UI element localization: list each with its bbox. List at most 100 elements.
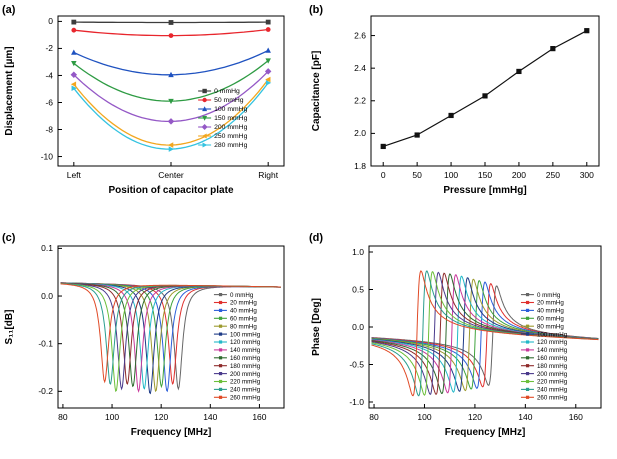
y-tick-label: 0.1 — [41, 243, 53, 253]
y-tick-label: 0.5 — [352, 284, 364, 294]
x-tick-label: 100 — [417, 412, 431, 422]
y-tick-label: -0.1 — [38, 338, 53, 348]
x-tick-label: 100 — [105, 412, 119, 422]
x-tick-label: 250 — [546, 170, 560, 180]
y-tick-label: -10 — [41, 151, 54, 161]
legend-entry-label: 220 mmHg — [230, 379, 261, 386]
legend-entry-label: 200 mmHg — [214, 124, 247, 131]
x-tick-label: 300 — [580, 170, 594, 180]
x-axis-label: Pressure [mmHg] — [443, 185, 526, 196]
legend-entry-label: 20 mmHg — [537, 300, 564, 307]
y-axis-label: Phase [Deg] — [311, 298, 322, 356]
x-axis-label: Frequency [MHz] — [445, 427, 526, 438]
legend-entry-label: 100 mmHg — [537, 331, 568, 338]
legend-entry-label: 0 mmHg — [230, 292, 254, 299]
legend-entry-label: 140 mmHg — [230, 347, 261, 354]
y-tick-label: -1.0 — [349, 397, 364, 407]
legend-entry-label: 160 mmHg — [537, 355, 568, 362]
legend-entry-label: 160 mmHg — [230, 355, 261, 362]
y-axis-label: Capacitance [pF] — [311, 51, 322, 132]
legend-entry-label: 240 mmHg — [230, 387, 261, 394]
panel-d: (d) 1.0 0.5 0.0 -0.5 -1.0 80 100 120 140 160 Freque… — [307, 228, 617, 459]
y-tick-label: 1.8 — [354, 161, 366, 171]
y-axis-label: Displacement [µm] — [4, 46, 15, 135]
series-capacitance — [383, 30, 588, 147]
legend-entry-label: 280 mmHg — [214, 142, 247, 149]
y-tick-label: 0.0 — [41, 291, 53, 301]
x-tick-label: Center — [158, 170, 184, 180]
legend-entry-label: 260 mmHg — [230, 395, 261, 402]
y-tick-label: 2.4 — [354, 63, 366, 73]
legend-entry-label: 0 mmHg — [537, 292, 561, 299]
legend-entry-label: 100 mmHg — [230, 331, 261, 338]
legend-entry-label: 180 mmHg — [230, 363, 261, 370]
y-tick-label: 1.0 — [352, 247, 364, 257]
capacitance-chart: (b) 1.8 2.0 2.2 2.4 2.6 0 50 100 150 200 250 300 Pres… — [309, 4, 600, 196]
x-axis-label: Frequency [MHz] — [131, 427, 212, 438]
x-tick-label: 160 — [569, 412, 583, 422]
legend-entry-label: 120 mmHg — [537, 339, 568, 346]
y-tick-label: -2 — [45, 43, 53, 53]
y-axis-label: S₁₁[dB] — [4, 310, 15, 345]
s11-chart: (c) 0.1 0.0 -0.1 -0.2 80 100 120 140 160 Frequency… — [2, 232, 285, 438]
panel-label: (b) — [309, 4, 323, 16]
plot-frame — [370, 15, 600, 167]
legend-entry-label: 180 mmHg — [537, 363, 568, 370]
x-tick-label: 200 — [512, 170, 526, 180]
displacement-chart: (a) 0 -2 -4 -6 -8 -10 Left Center Right Position o… — [2, 4, 285, 196]
legend: 0 mmHg 50 mmHg 100 mmHg 150 mmHg 200 mmHg 250… — [198, 88, 248, 149]
x-tick-label: Right — [258, 170, 278, 180]
plot-frame — [57, 245, 285, 409]
phase-chart: (d) 1.0 0.5 0.0 -0.5 -1.0 80 100 120 140 160 Freque… — [309, 232, 602, 438]
x-tick-label: 80 — [58, 412, 68, 422]
y-tick-label: -4 — [45, 70, 53, 80]
legend-entry-label: 40 mmHg — [230, 308, 257, 315]
legend-entry-label: 80 mmHg — [230, 323, 257, 330]
axes: 0.1 0.0 -0.1 -0.2 80 100 120 140 160 — [38, 243, 266, 422]
y-tick-label: 2.0 — [354, 128, 366, 138]
series-260-mmHg — [371, 270, 599, 397]
axes: 1.0 0.5 0.0 -0.5 -1.0 80 100 120 140 160 — [349, 247, 583, 422]
y-tick-label: -0.5 — [349, 359, 364, 369]
x-tick-label: 160 — [252, 412, 266, 422]
legend-entry-label: 150 mmHg — [214, 115, 247, 122]
series-group — [380, 28, 590, 150]
panel-b: (b) 1.8 2.0 2.2 2.4 2.6 0 50 100 150 200 250 300 Pres… — [307, 0, 617, 222]
axes: 0 -2 -4 -6 -8 -10 Left Center Right — [41, 16, 279, 180]
legend-entry-label: 240 mmHg — [537, 387, 568, 394]
legend-entry-label: 260 mmHg — [537, 395, 568, 402]
x-tick-label: Left — [67, 170, 82, 180]
axes: 1.8 2.0 2.2 2.4 2.6 0 50 100 150 200 250 300 — [354, 30, 594, 180]
y-tick-label: 2.2 — [354, 96, 366, 106]
y-tick-label: 0 — [48, 16, 53, 26]
x-tick-label: 0 — [381, 170, 386, 180]
legend-entry-label: 20 mmHg — [230, 300, 257, 307]
y-tick-label: -6 — [45, 97, 53, 107]
x-tick-label: 120 — [154, 412, 168, 422]
x-tick-label: 50 — [412, 170, 422, 180]
legend-entry-label: 50 mmHg — [214, 97, 244, 104]
legend-entry-label: 140 mmHg — [537, 347, 568, 354]
panel-label: (a) — [2, 4, 16, 16]
y-tick-label: -0.2 — [38, 386, 53, 396]
panel-c: (c) 0.1 0.0 -0.1 -0.2 80 100 120 140 160 Frequency… — [0, 228, 300, 459]
series-260-mmHg — [60, 283, 281, 384]
x-tick-label: 140 — [518, 412, 532, 422]
x-axis-label: Position of capacitor plate — [108, 185, 233, 196]
legend-entry-label: 40 mmHg — [537, 308, 564, 315]
x-tick-label: 100 — [444, 170, 458, 180]
legend-entry-label: 60 mmHg — [537, 316, 564, 323]
y-tick-label: -8 — [45, 124, 53, 134]
panel-label: (c) — [2, 232, 16, 244]
x-tick-label: 140 — [203, 412, 217, 422]
y-tick-label: 2.6 — [354, 30, 366, 40]
series-100-mmHg — [73, 49, 269, 76]
x-tick-label: 80 — [369, 412, 379, 422]
legend-entry-label: 120 mmHg — [230, 339, 261, 346]
legend-entry-label: 0 mmHg — [214, 88, 240, 95]
series-group — [60, 282, 281, 395]
legend-entry-label: 100 mmHg — [214, 106, 247, 113]
